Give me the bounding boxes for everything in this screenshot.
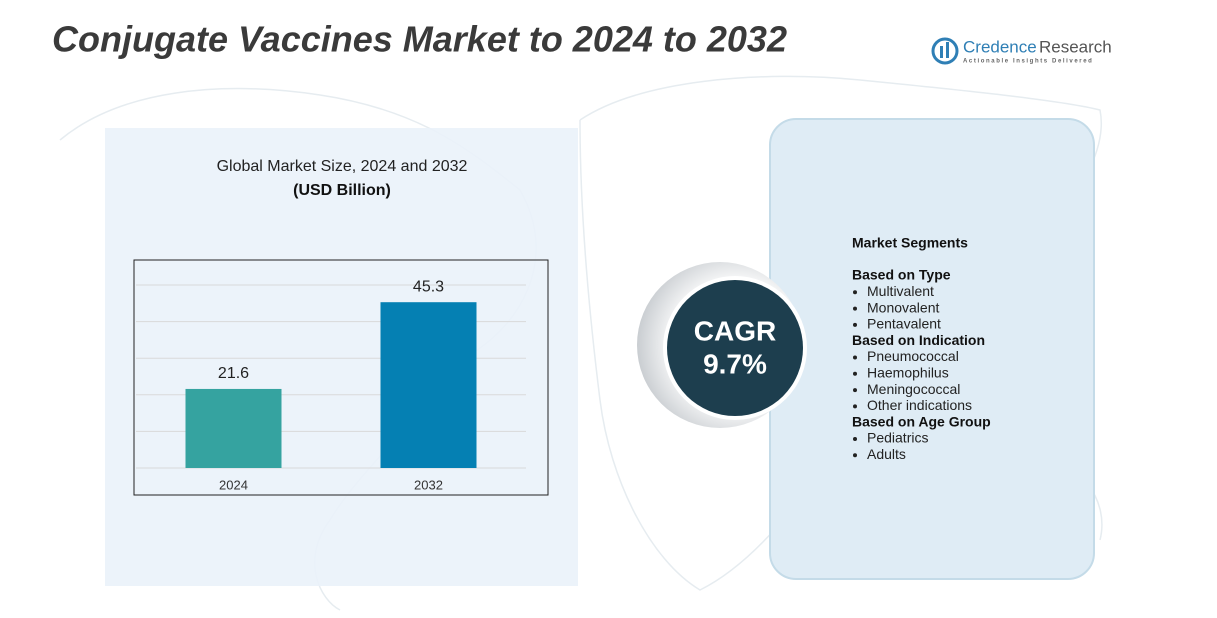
segment-item: Haemophilus	[867, 365, 949, 381]
bullet	[853, 404, 857, 409]
segment-group: Based on Age Group	[852, 413, 991, 429]
segment-item: Pneumococcal	[867, 348, 959, 364]
bullet	[853, 371, 857, 376]
logo-name: Credence	[963, 37, 1037, 56]
segments-title: Market Segments	[852, 235, 968, 251]
segment-item: Adults	[867, 446, 906, 462]
bar	[185, 388, 282, 468]
bullet	[853, 355, 857, 360]
segments-list: Based on TypeMultivalentMonovalentPentav…	[852, 267, 991, 462]
x-tick-label: 2032	[414, 477, 443, 492]
chart-panel	[105, 128, 578, 586]
logo-name: Research	[1039, 37, 1112, 56]
bullet	[853, 306, 857, 311]
segment-item: Meningococcal	[867, 381, 960, 397]
bullet	[853, 322, 857, 327]
logo-icon	[946, 42, 949, 58]
value-label: 45.3	[413, 278, 444, 295]
chart-title: Global Market Size, 2024 and 2032	[217, 158, 468, 175]
plot-area: 21.6 2024 45.3 2032	[136, 278, 526, 492]
bullet	[853, 453, 857, 458]
bullet	[853, 437, 857, 441]
segment-item: Multivalent	[867, 283, 934, 299]
segment-group: Based on Type	[852, 267, 951, 283]
logo: Credence Research Actionable Insights De…	[931, 37, 1112, 65]
cagr-badge	[667, 280, 803, 416]
segment-item: Monovalent	[867, 299, 939, 315]
bar	[380, 302, 477, 468]
logo-icon	[931, 37, 959, 65]
logo-tagline: Actionable Insights Delivered	[963, 59, 1093, 65]
plot-frame	[133, 259, 549, 496]
bullet	[853, 388, 857, 393]
x-tick-label: 2024	[219, 477, 248, 492]
logo-icon	[940, 46, 943, 58]
page-title: Conjugate Vaccines Market to 2024 to 203…	[52, 19, 787, 60]
segment-item: Pentavalent	[867, 316, 941, 332]
cagr-label: CAGR	[694, 315, 776, 346]
value-label: 21.6	[218, 365, 249, 382]
bullet	[853, 290, 857, 295]
segment-item: Pediatrics	[867, 430, 928, 446]
cagr-value: 9.7%	[703, 348, 767, 379]
segment-item: Other indications	[867, 397, 972, 413]
segment-group: Based on Indication	[852, 332, 985, 348]
chart-subtitle: (USD Billion)	[293, 182, 391, 199]
